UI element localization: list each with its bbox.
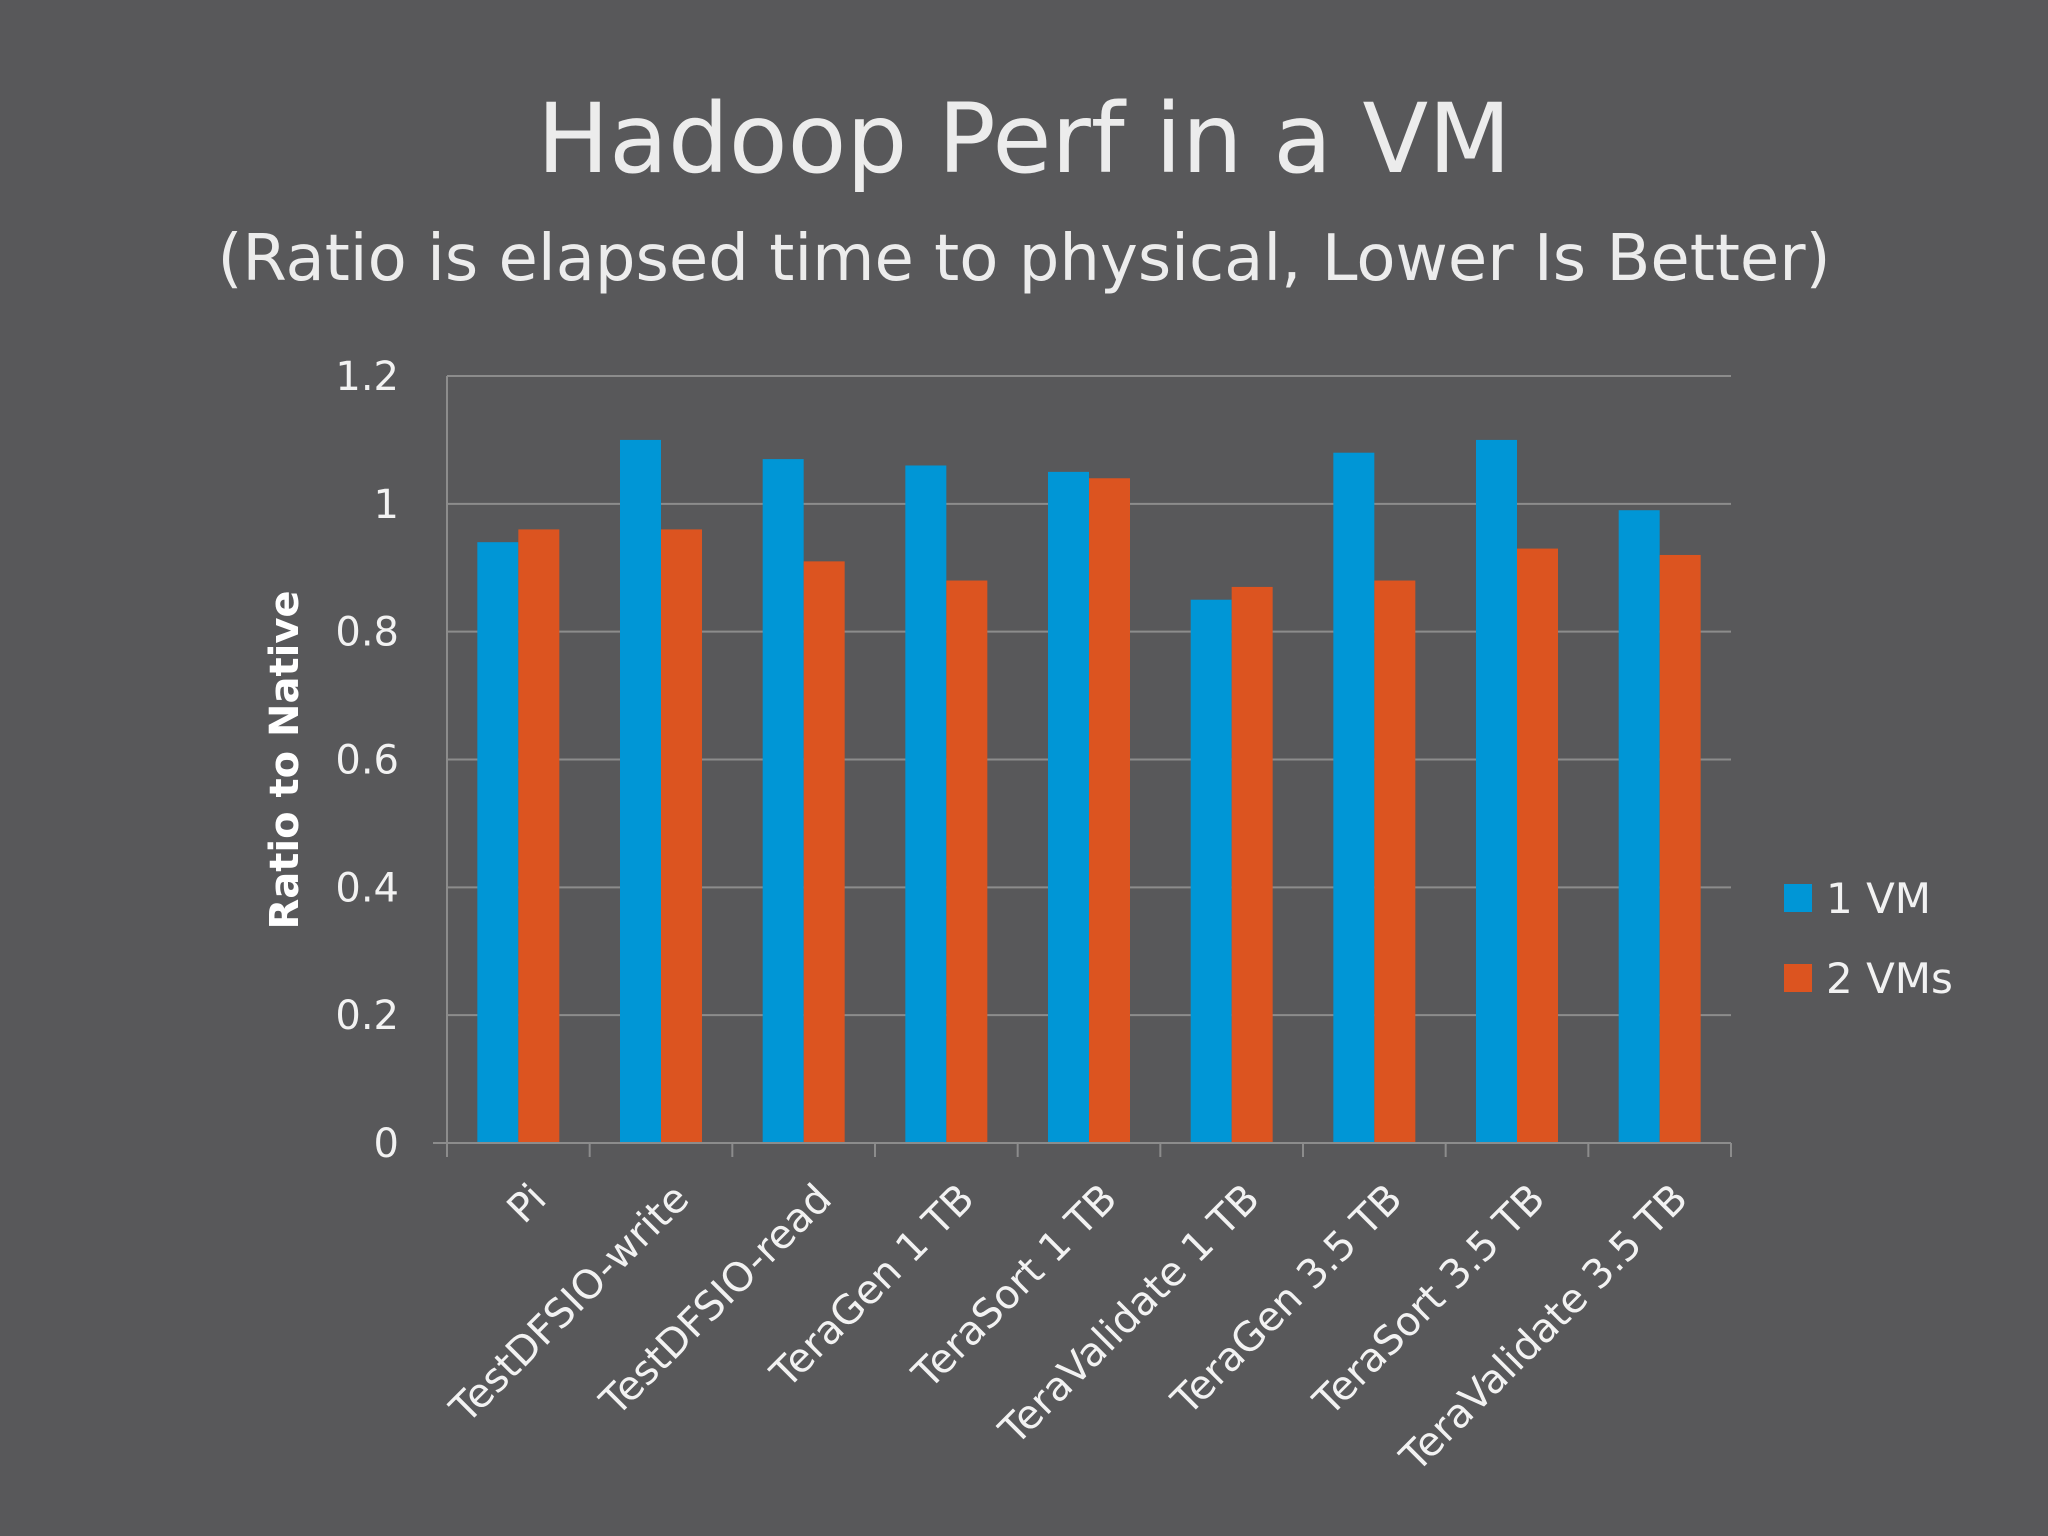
bar-series-1 xyxy=(1190,599,1232,1143)
bar-series-1 xyxy=(762,459,804,1143)
bars xyxy=(477,439,1701,1144)
bar-series-1 xyxy=(1048,471,1089,1143)
bar-series-1 xyxy=(905,465,947,1143)
y-tick-labels: 0 0.2 0.4 0.6 0.8 1 1.2 xyxy=(335,354,399,1167)
bar-series-1 xyxy=(1618,510,1660,1144)
y-tick-label: 0.4 xyxy=(335,865,399,911)
x-tick-label: TeraValidate 3.5 TB xyxy=(1391,1176,1697,1482)
y-axis-label: Ratio to Native xyxy=(262,590,308,929)
y-tick-label: 0 xyxy=(374,1121,399,1167)
bar-series-2 xyxy=(1374,580,1416,1143)
legend: 1 VM 2 VMs xyxy=(1784,874,1953,1003)
bar-series-1 xyxy=(620,439,661,1144)
slide-subtitle: (Ratio is elapsed time to physical, Lowe… xyxy=(217,222,1830,296)
bar-series-2 xyxy=(1231,586,1273,1143)
y-tick-label: 0.2 xyxy=(335,993,399,1039)
x-tick-label: TestDFSIO-write xyxy=(441,1176,698,1433)
legend-label: 1 VM xyxy=(1826,874,1931,923)
bar-series-2 xyxy=(1659,554,1701,1143)
legend-swatch xyxy=(1784,884,1812,912)
bar-series-2 xyxy=(803,561,845,1143)
x-tick-label: Pi xyxy=(499,1176,556,1233)
bar-series-1 xyxy=(1333,452,1375,1143)
legend-label: 2 VMs xyxy=(1826,954,1953,1003)
bar-series-2 xyxy=(518,529,560,1143)
y-tick-label: 0.8 xyxy=(335,610,399,656)
bar-series-2 xyxy=(1517,548,1558,1143)
bar-series-2 xyxy=(661,529,702,1143)
bar-series-1 xyxy=(477,542,519,1143)
bar-series-1 xyxy=(1476,439,1517,1144)
y-tick-label: 1 xyxy=(374,482,399,528)
x-tick-label: TeraValidate 1 TB xyxy=(990,1176,1269,1455)
bar-series-2 xyxy=(946,580,988,1143)
axes xyxy=(433,376,1732,1157)
y-tick-label: 1.2 xyxy=(335,354,399,400)
bar-series-2 xyxy=(1089,478,1130,1143)
y-tick-label: 0.6 xyxy=(335,738,399,784)
legend-swatch xyxy=(1784,964,1812,992)
slide-title: Hadoop Perf in a VM xyxy=(537,83,1511,195)
